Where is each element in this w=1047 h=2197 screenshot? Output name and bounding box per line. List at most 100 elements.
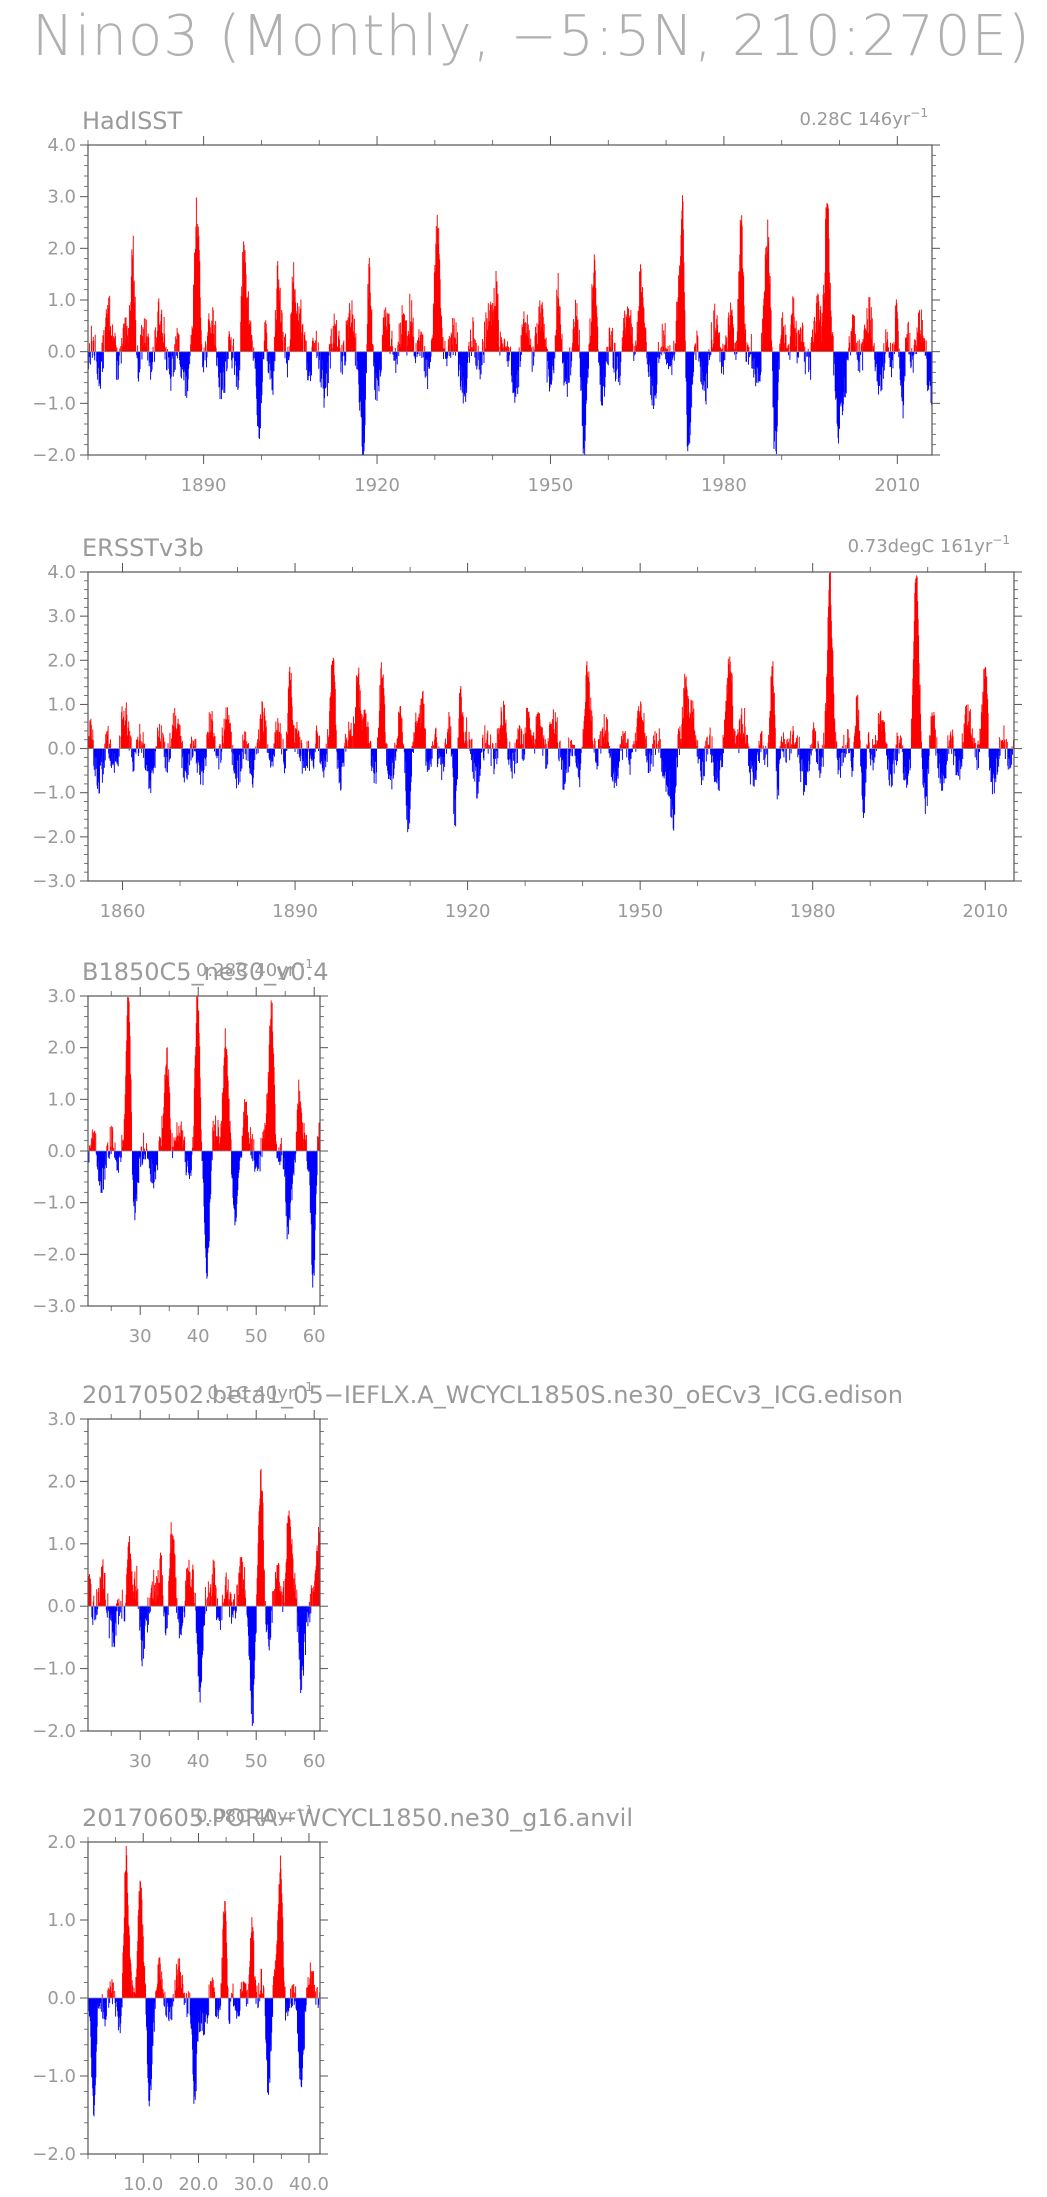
negative-bar — [207, 1151, 209, 1249]
negative-bar — [817, 748, 818, 764]
positive-bar — [657, 341, 659, 352]
positive-bar — [317, 1142, 319, 1151]
negative-bar — [564, 351, 566, 360]
positive-bar — [582, 729, 584, 749]
negative-bar — [800, 748, 802, 772]
positive-bar — [848, 336, 850, 352]
negative-bar — [552, 351, 554, 366]
positive-bar — [852, 314, 853, 352]
positive-bar — [666, 349, 668, 352]
positive-bar — [590, 721, 592, 749]
positive-bar — [132, 1992, 134, 1998]
negative-bar — [568, 351, 570, 381]
positive-bar — [501, 339, 503, 352]
positive-bar — [773, 692, 775, 749]
negative-bar — [849, 748, 851, 753]
positive-bar — [878, 724, 880, 749]
negative-bar — [115, 351, 117, 380]
positive-bar — [128, 721, 130, 749]
positive-bar — [622, 344, 624, 352]
positive-bar — [415, 712, 417, 749]
positive-bar — [694, 731, 696, 749]
positive-bar — [152, 1600, 154, 1607]
positive-bar — [412, 322, 414, 352]
positive-bar — [249, 326, 251, 352]
negative-bar — [288, 1151, 290, 1235]
positive-bar — [714, 327, 716, 352]
positive-bar — [715, 330, 717, 352]
positive-bar — [418, 713, 420, 749]
negative-bar — [914, 351, 916, 355]
negative-bar — [184, 1151, 186, 1163]
negative-bar — [175, 1606, 177, 1613]
positive-bar — [214, 1991, 216, 1998]
positive-bar — [830, 310, 832, 352]
positive-bar — [739, 736, 741, 749]
positive-bar — [744, 726, 746, 749]
negative-bar — [233, 748, 235, 771]
positive-bar — [296, 733, 298, 749]
negative-bar — [810, 748, 812, 754]
positive-bar — [172, 1535, 174, 1607]
positive-bar — [90, 1583, 92, 1607]
positive-bar — [802, 342, 804, 352]
positive-bar — [276, 1586, 277, 1607]
negative-bar — [258, 351, 260, 438]
negative-bar — [195, 1606, 197, 1611]
negative-bar — [843, 351, 845, 398]
negative-bar — [147, 748, 149, 772]
negative-bar — [297, 748, 299, 754]
positive-bar — [704, 746, 706, 749]
positive-bar — [209, 1587, 211, 1607]
positive-bar — [659, 739, 661, 749]
positive-bar — [171, 1133, 173, 1151]
positive-bar — [497, 293, 499, 352]
positive-bar — [812, 342, 814, 352]
negative-bar — [549, 351, 550, 392]
negative-bar — [102, 351, 104, 369]
negative-bar — [521, 351, 523, 355]
negative-bar — [666, 748, 667, 770]
negative-bar — [752, 351, 754, 359]
positive-bar — [156, 746, 158, 749]
positive-bar — [275, 331, 277, 352]
positive-bar — [181, 1148, 183, 1151]
negative-bar — [508, 748, 510, 760]
positive-bar — [227, 1579, 229, 1607]
positive-bar — [610, 347, 612, 352]
negative-bar — [834, 351, 836, 357]
positive-bar — [191, 326, 193, 352]
negative-bar — [201, 1151, 203, 1162]
negative-bar — [108, 748, 110, 759]
positive-bar — [264, 728, 266, 749]
negative-bar — [198, 748, 200, 766]
positive-bar — [262, 1143, 264, 1151]
negative-bar — [703, 748, 705, 752]
negative-bar — [146, 1151, 148, 1159]
negative-bar — [360, 351, 362, 402]
negative-bar — [396, 351, 398, 365]
negative-bar — [845, 351, 847, 393]
positive-bar — [399, 346, 401, 352]
positive-bar — [488, 320, 490, 352]
positive-bar — [905, 337, 907, 352]
positive-bar — [417, 720, 419, 749]
negative-bar — [782, 748, 784, 752]
positive-bar — [630, 323, 632, 352]
positive-bar — [419, 335, 421, 352]
positive-bar — [175, 1137, 177, 1151]
positive-bar — [212, 720, 214, 749]
negative-bar — [146, 1606, 147, 1621]
positive-bar — [183, 1140, 185, 1151]
positive-bar — [221, 1594, 223, 1607]
positive-bar — [901, 746, 903, 749]
negative-bar — [455, 748, 457, 827]
positive-bar — [410, 322, 412, 352]
negative-bar — [284, 748, 286, 769]
negative-bar — [282, 1151, 284, 1170]
positive-bar — [294, 1572, 296, 1607]
positive-bar — [918, 663, 920, 749]
positive-bar — [640, 264, 642, 352]
negative-bar — [101, 748, 103, 783]
negative-bar — [568, 748, 570, 767]
